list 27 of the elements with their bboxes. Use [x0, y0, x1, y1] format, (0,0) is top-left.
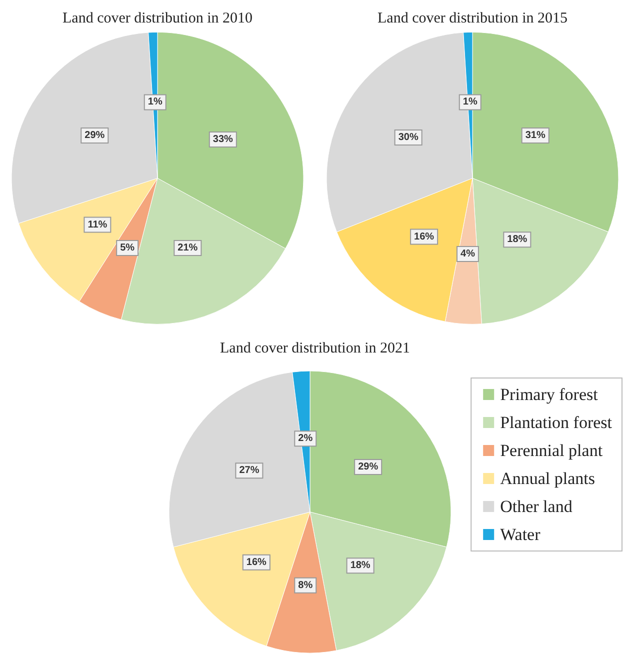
legend-label: Other land — [500, 497, 573, 516]
chart-title: Land cover distribution in 2021 — [220, 340, 410, 356]
data-label: 33% — [212, 134, 234, 146]
data-label: 27% — [239, 465, 260, 476]
data-label: 21% — [178, 242, 198, 254]
data-label: 29% — [358, 461, 378, 472]
data-label: 18% — [350, 560, 370, 572]
data-label: 4% — [460, 248, 476, 260]
data-label: 31% — [525, 130, 546, 141]
legend-label: Primary forest — [500, 385, 598, 404]
data-label: 16% — [414, 231, 434, 242]
legend-label: Water — [500, 525, 541, 544]
chart-title: Land cover distribution in 2015 — [378, 10, 568, 26]
data-label: 1% — [148, 96, 162, 108]
data-label: 1% — [462, 96, 478, 108]
legend-label: Plantation forest — [500, 413, 612, 432]
legend-label: Annual plants — [500, 469, 596, 488]
legend-label: Perennial plant — [500, 441, 603, 460]
data-label: 8% — [298, 580, 313, 591]
data-label: 11% — [88, 219, 108, 230]
data-label: 2% — [298, 433, 313, 444]
data-label: 30% — [398, 132, 418, 143]
data-label: 29% — [84, 130, 105, 141]
data-label: 5% — [120, 242, 135, 254]
data-label: 18% — [507, 234, 528, 246]
data-label: 16% — [246, 556, 267, 568]
chart-title: Land cover distribution in 2010 — [62, 10, 252, 26]
